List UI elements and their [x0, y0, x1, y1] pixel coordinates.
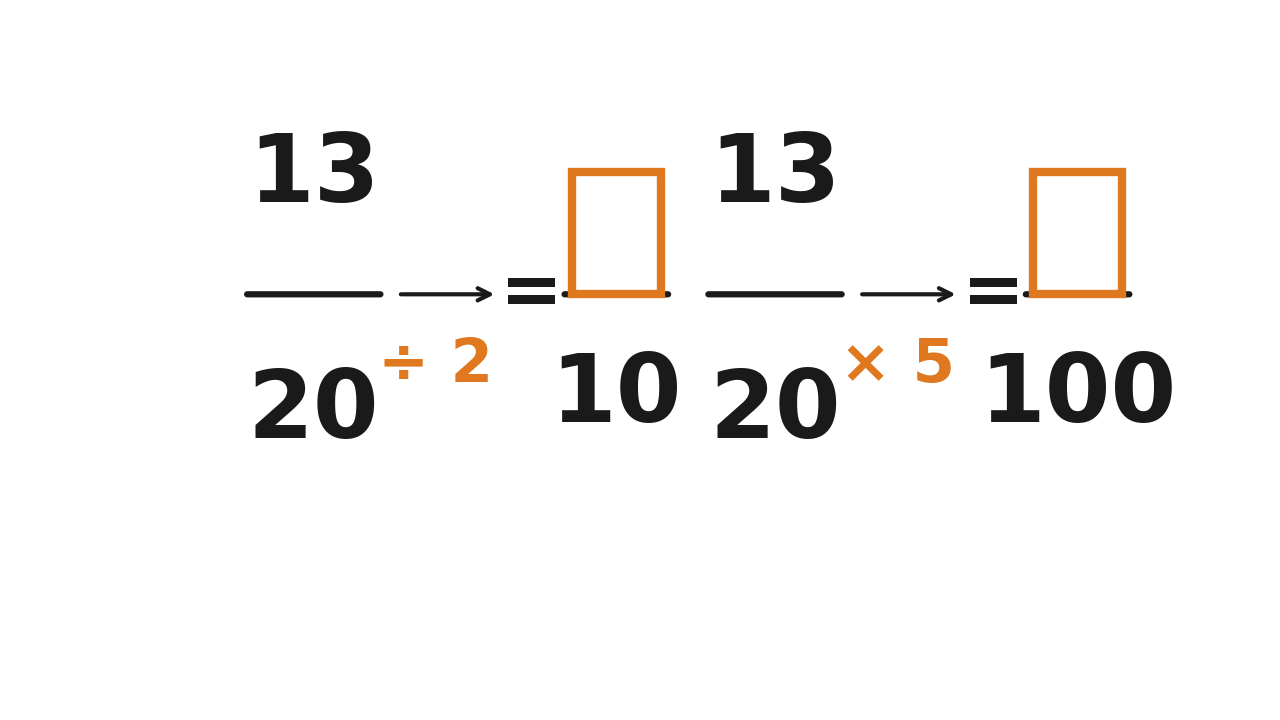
Bar — [572, 172, 660, 294]
Text: 13: 13 — [709, 130, 841, 222]
Text: 10: 10 — [550, 350, 682, 442]
Text: × 5: × 5 — [840, 336, 955, 395]
Text: 100: 100 — [979, 350, 1176, 442]
Text: =: = — [961, 258, 1025, 330]
Text: 20: 20 — [248, 366, 380, 459]
Text: =: = — [500, 258, 563, 330]
Bar — [1033, 172, 1123, 294]
Text: 20: 20 — [709, 366, 841, 459]
Text: ÷ 2: ÷ 2 — [379, 336, 493, 395]
Text: 13: 13 — [248, 130, 379, 222]
